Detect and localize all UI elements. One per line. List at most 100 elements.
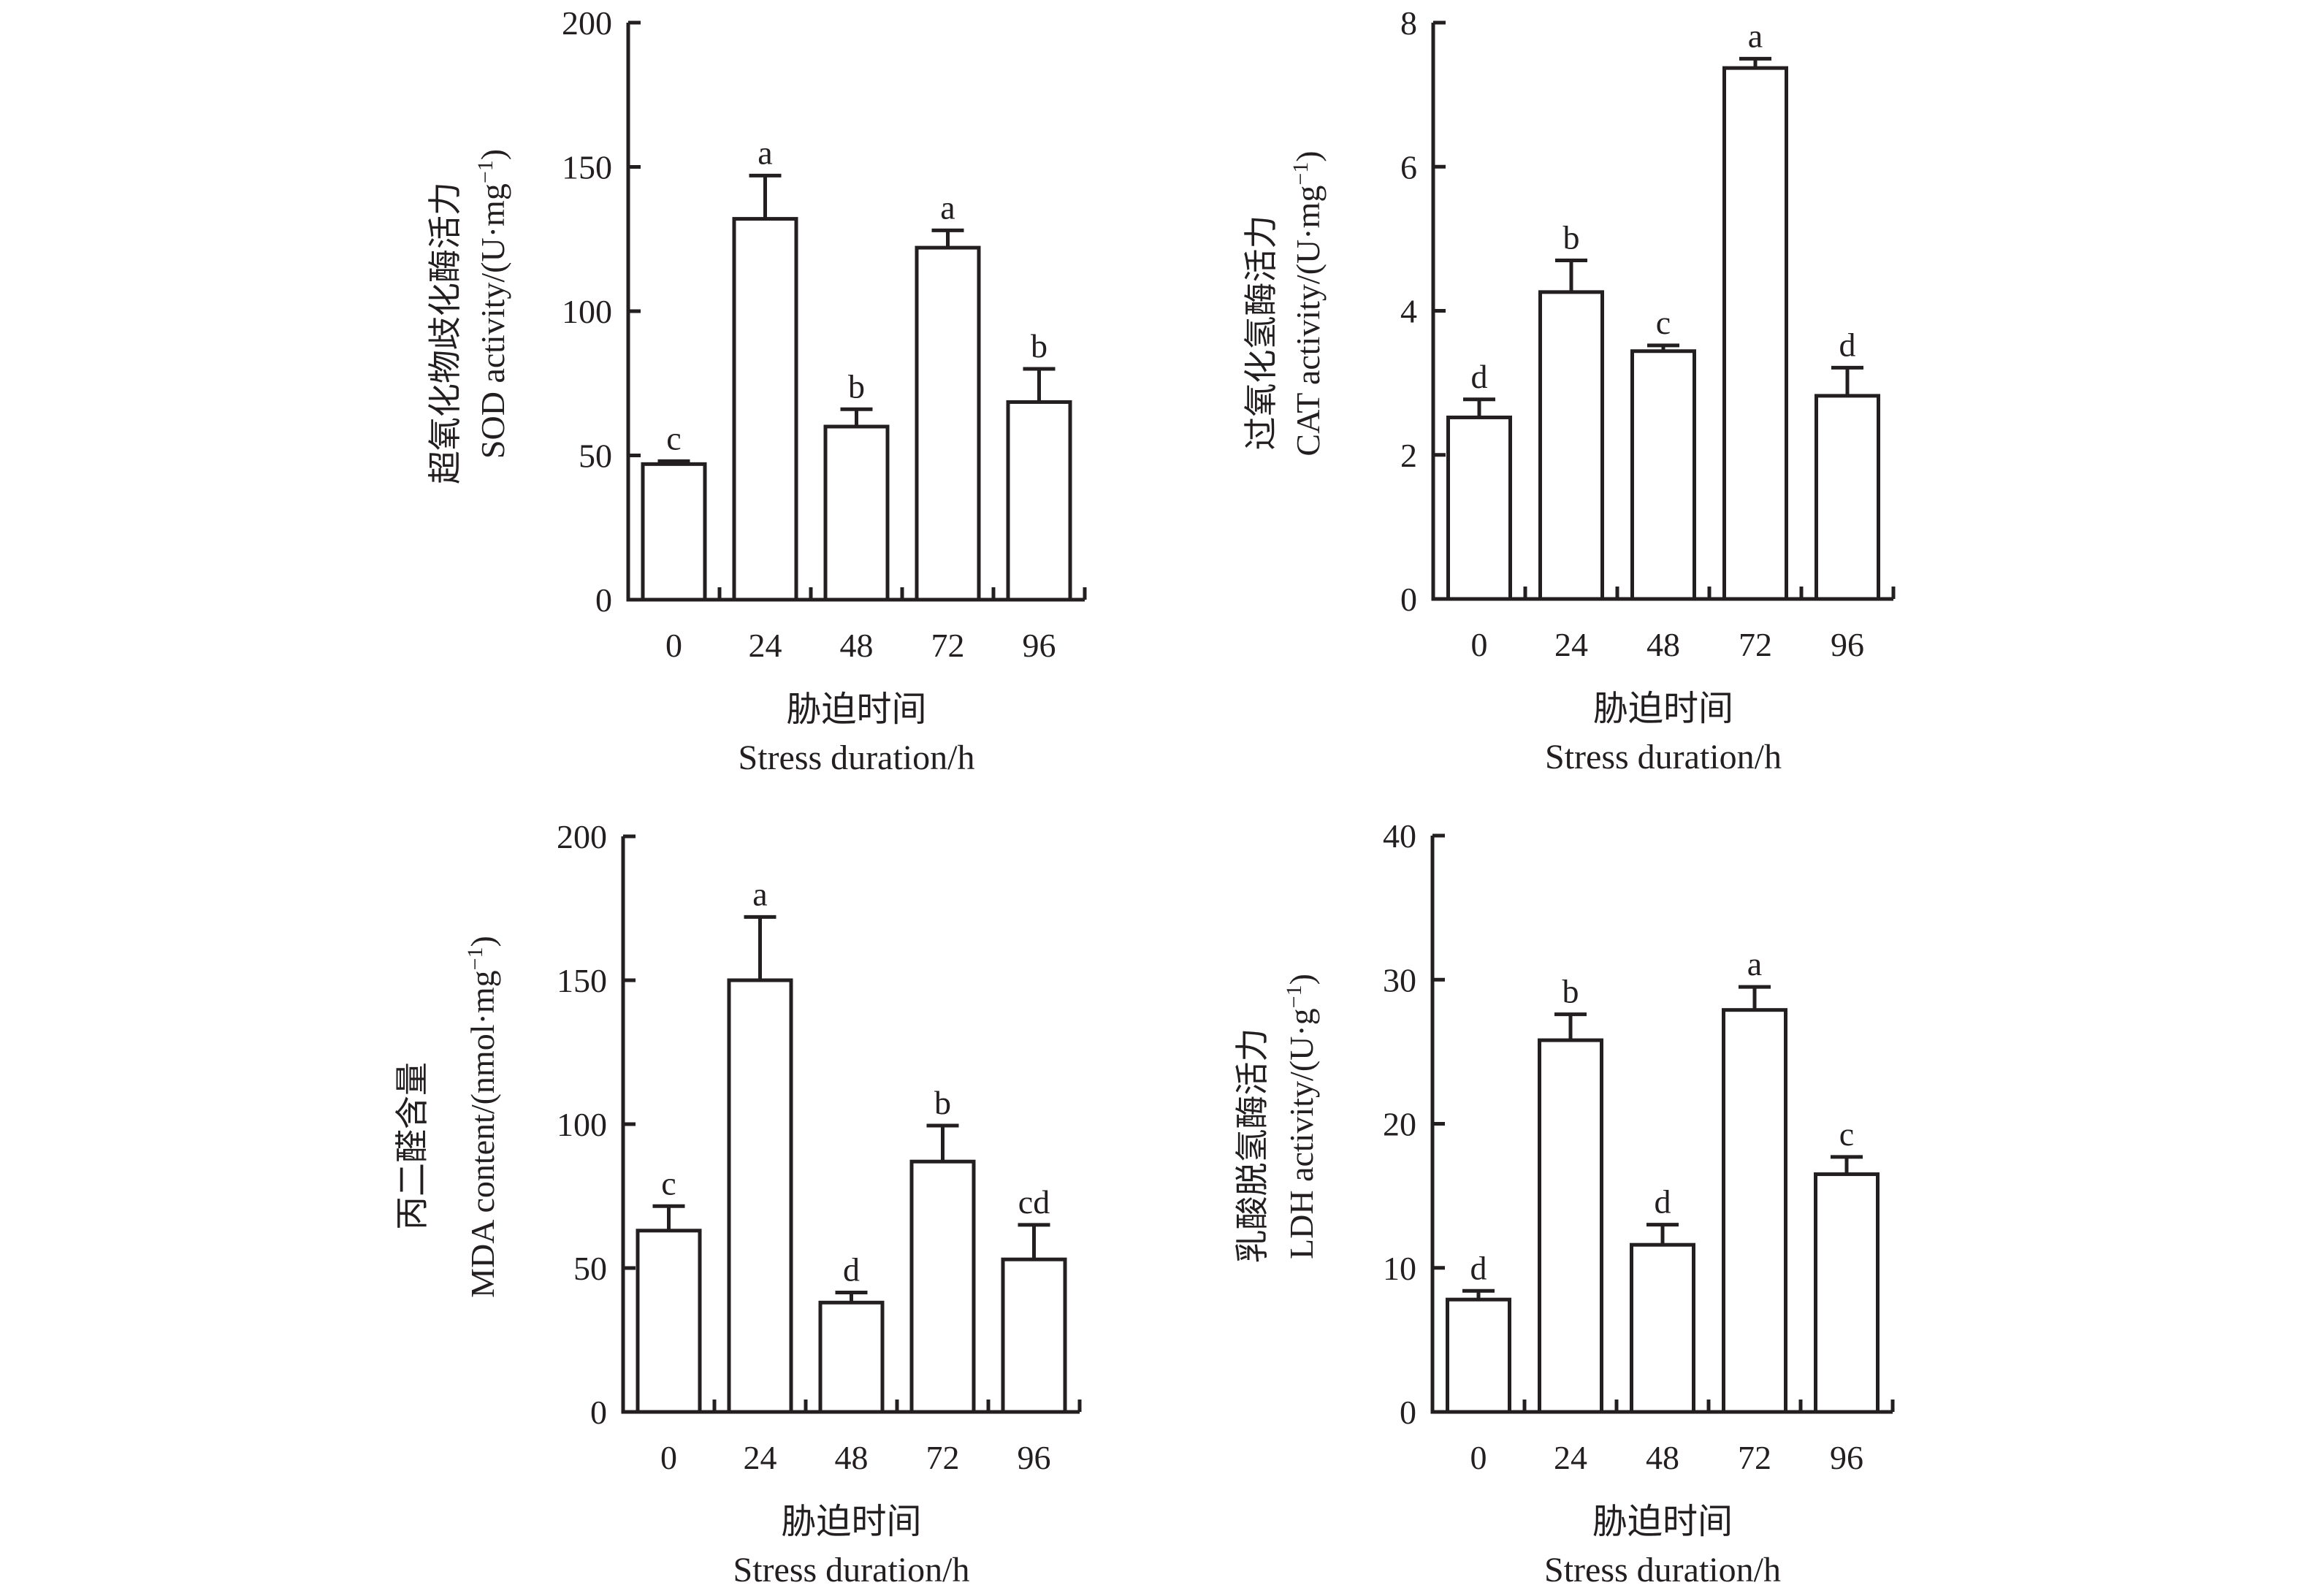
y-axis-title-en: MDA content/(nmol·mg−1) [463, 936, 502, 1298]
y-tick-label: 50 [573, 1250, 607, 1287]
y-tick-label: 150 [562, 149, 612, 186]
y-tick-label: 200 [557, 818, 607, 855]
y-tick-label: 50 [579, 438, 612, 475]
significance-label: c [1839, 1115, 1854, 1153]
sod-activity-chart: 0 50 100 150 200 c 0 a 24 b 48 a 72 b 96 胁迫时间 Stress dur… [427, 4, 1087, 777]
x-tick-label: 48 [1646, 626, 1680, 663]
y-tick-label: 2 [1400, 437, 1417, 474]
x-tick-label: 72 [1739, 626, 1772, 663]
bar [1630, 1242, 1695, 1414]
y-axis-title-cn: 超氧化物歧化酶活力 [427, 182, 464, 484]
bar [1722, 1008, 1787, 1414]
y-axis-title-close-paren: ) [464, 936, 501, 947]
significance-label: c [666, 419, 681, 457]
significance-label: a [1748, 17, 1763, 54]
significance-label: cd [1018, 1183, 1050, 1221]
x-tick-label: 48 [835, 1439, 869, 1476]
y-axis-title-superscript: −1 [1289, 162, 1313, 186]
x-tick-label: 0 [665, 627, 682, 664]
y-tick-label: 20 [1383, 1106, 1416, 1143]
x-axis-title-en: Stress duration/h [733, 1551, 970, 1589]
x-tick-label: 96 [1831, 626, 1864, 663]
y-tick-label: 4 [1400, 293, 1417, 330]
x-tick-label: 48 [840, 627, 874, 664]
significance-label: a [752, 875, 767, 912]
bar [1001, 1257, 1067, 1414]
x-tick-label: 48 [1646, 1439, 1679, 1476]
x-axis-title-cn: 胁迫时间 [781, 1503, 921, 1541]
y-axis-title-cn: 丙二醛含量 [394, 1062, 431, 1230]
y-tick-label: 8 [1400, 4, 1417, 42]
bar [1538, 1038, 1603, 1414]
y-tick-label: 0 [590, 1394, 607, 1431]
significance-label: c [1656, 304, 1671, 341]
y-tick-label: 0 [1400, 581, 1417, 618]
significance-label: a [940, 188, 955, 226]
x-tick-label: 0 [1470, 1439, 1487, 1476]
bar [1006, 400, 1072, 602]
x-tick-label: 96 [1018, 1439, 1051, 1476]
y-axis-title-superscript: −1 [463, 947, 487, 970]
x-tick-label: 0 [1471, 626, 1488, 663]
bar [915, 245, 981, 602]
bar [727, 978, 793, 1414]
y-axis-title-superscript: −1 [473, 160, 497, 183]
x-axis-title-cn: 胁迫时间 [786, 690, 926, 729]
significance-label: a [758, 134, 772, 171]
bar [1815, 394, 1880, 601]
x-axis-title-cn: 胁迫时间 [1593, 690, 1733, 728]
y-axis-title-close-paren: ) [474, 149, 511, 160]
y-tick-label: 40 [1383, 817, 1416, 855]
x-tick-label: 0 [660, 1439, 677, 1476]
x-tick-label: 24 [744, 1439, 777, 1476]
y-axis-title-en: SOD activity/(U·mg−1) [473, 149, 512, 459]
y-tick-label: 100 [562, 293, 612, 330]
y-axis-title-en: CAT activity/(U·mg−1) [1289, 150, 1327, 456]
x-tick-label: 96 [1830, 1439, 1863, 1476]
significance-label: d [1471, 358, 1488, 395]
x-tick-label: 24 [1554, 626, 1588, 663]
significance-label: b [1563, 218, 1580, 256]
significance-label: d [1839, 326, 1856, 363]
bar [823, 424, 890, 602]
y-axis-title-en-text: CAT activity/(U·mg [1289, 186, 1327, 457]
x-tick-label: 96 [1023, 627, 1056, 664]
significance-label: b [934, 1084, 951, 1121]
x-tick-label: 24 [749, 627, 782, 664]
ldh-activity-chart: 0 10 20 30 40 d 0 b 24 d 48 a 72 c 96 胁迫时间 Stress durati… [1234, 817, 1895, 1589]
x-axis-title-cn: 胁迫时间 [1592, 1503, 1733, 1541]
y-axis-title-cn: 过氧化氢酶活力 [1243, 215, 1280, 451]
y-tick-label: 0 [595, 581, 612, 619]
y-tick-label: 6 [1400, 148, 1417, 186]
bar [1630, 349, 1696, 601]
y-axis-title-close-paren: ) [1289, 150, 1327, 161]
bar [1814, 1172, 1880, 1414]
bar [1722, 66, 1788, 601]
y-axis-title-close-paren: ) [1283, 974, 1320, 985]
y-tick-label: 200 [562, 4, 612, 42]
bar [636, 1229, 702, 1414]
y-tick-label: 100 [557, 1106, 607, 1143]
bar [1446, 415, 1512, 601]
y-axis-title-superscript: −1 [1282, 985, 1306, 1008]
significance-label: c [661, 1164, 676, 1202]
y-axis-title-en-text: MDA content/(nmol·mg [464, 970, 501, 1297]
bar [641, 462, 707, 602]
bar [1538, 290, 1604, 601]
y-axis-title-en-text: LDH activity/(U·g [1283, 1008, 1320, 1259]
significance-label: a [1747, 945, 1762, 982]
bar [1446, 1297, 1511, 1414]
y-tick-label: 10 [1383, 1250, 1416, 1287]
bar [818, 1300, 885, 1414]
x-tick-label: 72 [1738, 1439, 1771, 1476]
significance-label: b [1031, 327, 1048, 364]
y-tick-label: 150 [557, 962, 607, 999]
bar [732, 217, 798, 602]
significance-label: b [848, 367, 865, 405]
mda-content-chart: 0 50 100 150 200 c 0 a 24 d 48 b 72 cd 96 胁迫时间 Stress du… [394, 818, 1082, 1589]
y-axis-title-cn: 乳酸脱氢酶活力 [1234, 1028, 1271, 1264]
x-axis-title-en: Stress duration/h [1545, 738, 1782, 776]
y-tick-label: 30 [1383, 961, 1416, 999]
